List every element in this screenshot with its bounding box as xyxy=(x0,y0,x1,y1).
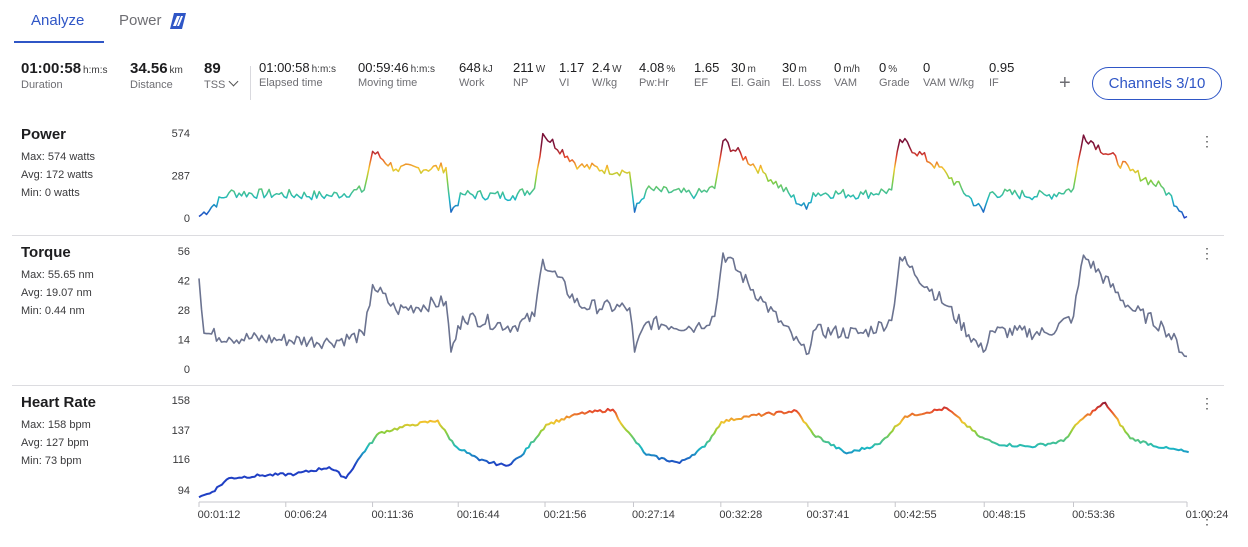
power-min-stat: Min: 0 watts xyxy=(21,187,80,199)
chart-divider xyxy=(12,385,1224,386)
heart-rate-avg-stat: Avg: 127 bpm xyxy=(21,437,89,449)
torque-max-stat: Max: 55.65 nm xyxy=(21,269,94,281)
torque-y-tick-label: 0 xyxy=(184,364,190,376)
x-axis-tick-label: 00:32:28 xyxy=(719,509,762,521)
x-axis-tick-label: 01:00:24 xyxy=(1186,509,1229,521)
heart-rate-y-tick-label: 116 xyxy=(172,454,190,466)
metric-np: 211 W NP xyxy=(513,60,546,89)
channels-button[interactable]: Channels 3/10 xyxy=(1092,67,1222,100)
metric-elapsed-time: 01:00:58 h:m:s Elapsed time xyxy=(259,60,337,89)
power-series-line xyxy=(198,132,1188,219)
chart-divider xyxy=(12,235,1224,236)
torque-chart-title: Torque xyxy=(21,244,71,261)
metric-vam-w-per-kg: 0 VAM W/kg xyxy=(923,60,975,89)
heart-rate-y-tick-label: 158 xyxy=(172,395,190,407)
x-axis-tick-label: 00:53:36 xyxy=(1072,509,1115,521)
x-axis-tick-label: 00:16:44 xyxy=(457,509,500,521)
metric-vam: 0 m/h VAM xyxy=(834,60,860,89)
heart-rate-max-stat: Max: 158 bpm xyxy=(21,419,91,431)
x-axis-tick-label: 00:01:12 xyxy=(198,509,241,521)
heart-rate-min-stat: Min: 73 bpm xyxy=(21,455,82,467)
heart-rate-y-tick-label: 94 xyxy=(178,485,190,497)
metric-if: 0.95 IF xyxy=(989,60,1015,89)
torque-y-tick-label: 14 xyxy=(178,335,190,347)
power-brand-icon xyxy=(170,13,186,29)
metric-elevation-loss: 30 m El. Loss xyxy=(782,60,822,89)
torque-y-tick-label: 56 xyxy=(178,246,190,258)
metric-grade: 0% Grade xyxy=(879,60,910,89)
tab-analyze[interactable]: Analyze xyxy=(31,12,85,29)
metric-work: 648 kJ Work xyxy=(459,60,493,89)
metric-vi: 1.17 VI xyxy=(559,60,585,89)
power-avg-stat: Avg: 172 watts xyxy=(21,169,93,181)
summary-metrics-bar: 01:00:58 h:m:s Duration 34.56 km Distance … xyxy=(0,60,1248,110)
torque-min-stat: Min: 0.44 nm xyxy=(21,305,85,317)
metric-tss[interactable]: 89 TSS xyxy=(204,60,239,91)
metric-distance: 34.56 km Distance xyxy=(130,60,183,91)
x-axis-tick-label: 00:11:36 xyxy=(372,509,414,521)
tab-power[interactable]: Power xyxy=(119,12,162,29)
metric-elevation-gain: 30 m El. Gain xyxy=(731,60,771,89)
metric-pw-hr: 4.08% Pw:Hr xyxy=(639,60,676,89)
metric-duration: 01:00:58 h:m:s Duration xyxy=(21,60,108,91)
torque-y-tick-label: 28 xyxy=(178,305,190,317)
view-tabs: Analyze Power xyxy=(14,0,434,44)
power-y-tick-label: 574 xyxy=(172,128,190,140)
power-y-tick-label: 287 xyxy=(172,171,190,183)
charts-plot-area: 574 287 0 56 42 28 14 0 158 137 116 94 00:01:12 00:06… xyxy=(172,128,1229,521)
heart-rate-y-tick-label: 137 xyxy=(172,425,190,437)
metric-w-per-kg: 2.4 W W/kg xyxy=(592,60,622,89)
x-axis-tick-label: 00:06:24 xyxy=(284,509,327,521)
power-chart-title: Power xyxy=(21,126,67,143)
metric-ef: 1.65 EF xyxy=(694,60,720,89)
torque-series-line xyxy=(198,252,1188,358)
torque-y-tick-label: 42 xyxy=(178,276,190,288)
x-axis-tick-label: 00:37:41 xyxy=(806,509,849,521)
metrics-divider xyxy=(250,66,251,100)
active-tab-indicator xyxy=(14,41,104,43)
heart-rate-chart-title: Heart Rate xyxy=(21,394,97,411)
power-y-tick-label: 0 xyxy=(184,213,190,225)
add-metric-plus-icon[interactable]: + xyxy=(1059,72,1071,94)
x-axis-tick-label: 00:21:56 xyxy=(544,509,587,521)
power-max-stat: Max: 574 watts xyxy=(21,151,96,163)
x-axis-tick-label: 00:42:55 xyxy=(894,509,937,521)
x-axis-tick-label: 00:27:14 xyxy=(632,509,675,521)
heart-rate-series-line xyxy=(198,401,1189,499)
torque-avg-stat: Avg: 19.07 nm xyxy=(21,287,92,299)
metric-moving-time: 00:59:46 h:m:s Moving time xyxy=(358,60,436,89)
x-axis-tick-label: 00:48:15 xyxy=(983,509,1026,521)
